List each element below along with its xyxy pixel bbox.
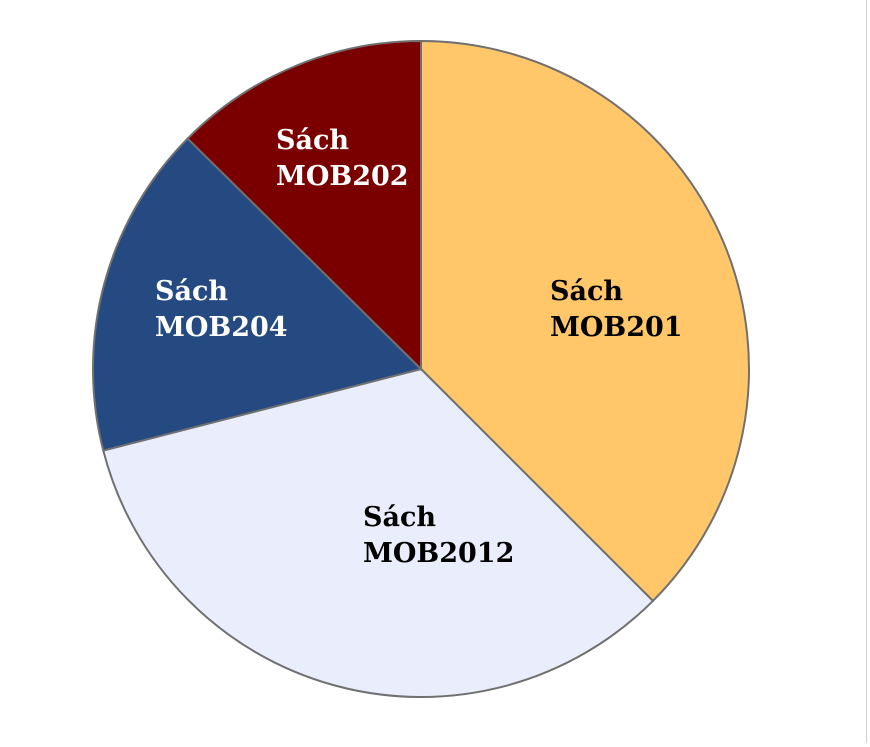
pie-slice-3 <box>92 137 423 452</box>
pie-slice-label-line: MOB2012 <box>363 538 514 569</box>
pie-labels: Sách MOB201 Sách MOB2012 Sách MOB204 Sách MOB20… <box>155 125 683 569</box>
pie-slice-1 <box>420 39 750 603</box>
pie-slice-2 <box>102 367 655 698</box>
pie-slice-label-2: Sách MOB2012 <box>363 502 514 569</box>
pie-slices <box>92 39 750 698</box>
pie-slice-label-3: Sách MOB204 <box>155 276 288 343</box>
pie-slice-label-line: Sách <box>155 276 228 307</box>
pie-slice-label-line: MOB201 <box>550 312 683 343</box>
frame-divider <box>866 0 867 743</box>
pie-slice-label-1: Sách MOB201 <box>550 276 683 343</box>
pie-slice-4 <box>186 39 422 372</box>
pie-slice-label-line: Sách <box>363 502 436 533</box>
pie-slice-label-line: MOB204 <box>155 312 288 343</box>
pie-slice-label-4: Sách MOB202 <box>276 125 409 192</box>
pie-slice-label-line: Sách <box>276 125 349 156</box>
pie-slice-label-line: MOB202 <box>276 161 409 192</box>
pie-slice-label-line: Sách <box>550 276 623 307</box>
